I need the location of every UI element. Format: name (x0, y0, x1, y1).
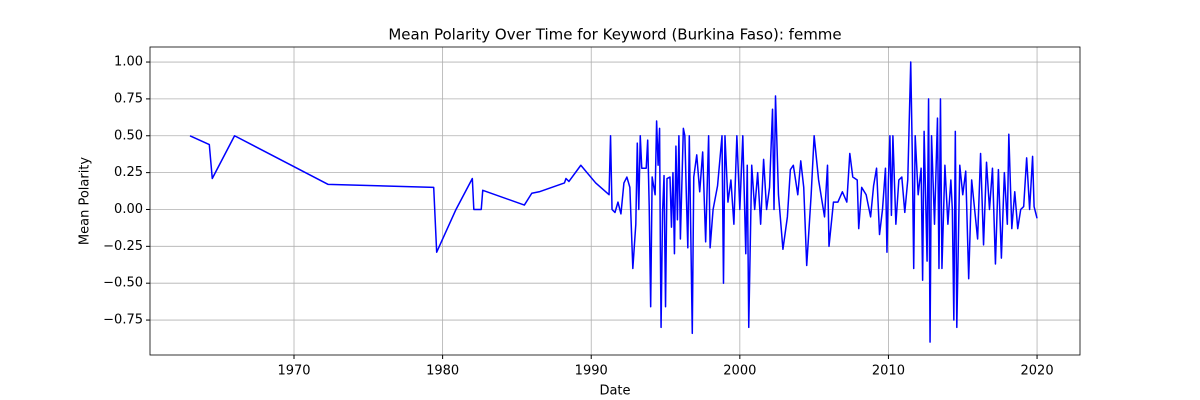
y-tick-label: 0.75 (114, 91, 143, 106)
y-tick-label: −0.25 (103, 239, 143, 254)
y-tick-label: 1.00 (114, 55, 143, 70)
data-line (189, 61, 1038, 343)
plot-frame (149, 46, 1081, 356)
y-tick-label: 0.25 (114, 165, 143, 180)
x-axis-label: Date (599, 384, 630, 399)
x-tick-label: 2020 (1021, 364, 1054, 379)
chart-title: Mean Polarity Over Time for Keyword (Bur… (388, 26, 841, 44)
y-tick-label: −0.50 (103, 276, 143, 291)
x-tick-label: 1970 (277, 364, 310, 379)
y-tick-label: −0.75 (103, 313, 143, 328)
x-tick-label: 1980 (426, 364, 459, 379)
y-axis-label: Mean Polarity (78, 157, 93, 246)
x-tick-label: 2010 (872, 364, 905, 379)
x-tick-label: 1990 (575, 364, 608, 379)
y-tick-label: 0.50 (114, 128, 143, 143)
y-tick-label: 0.00 (114, 202, 143, 217)
x-tick-label: 2000 (723, 364, 756, 379)
